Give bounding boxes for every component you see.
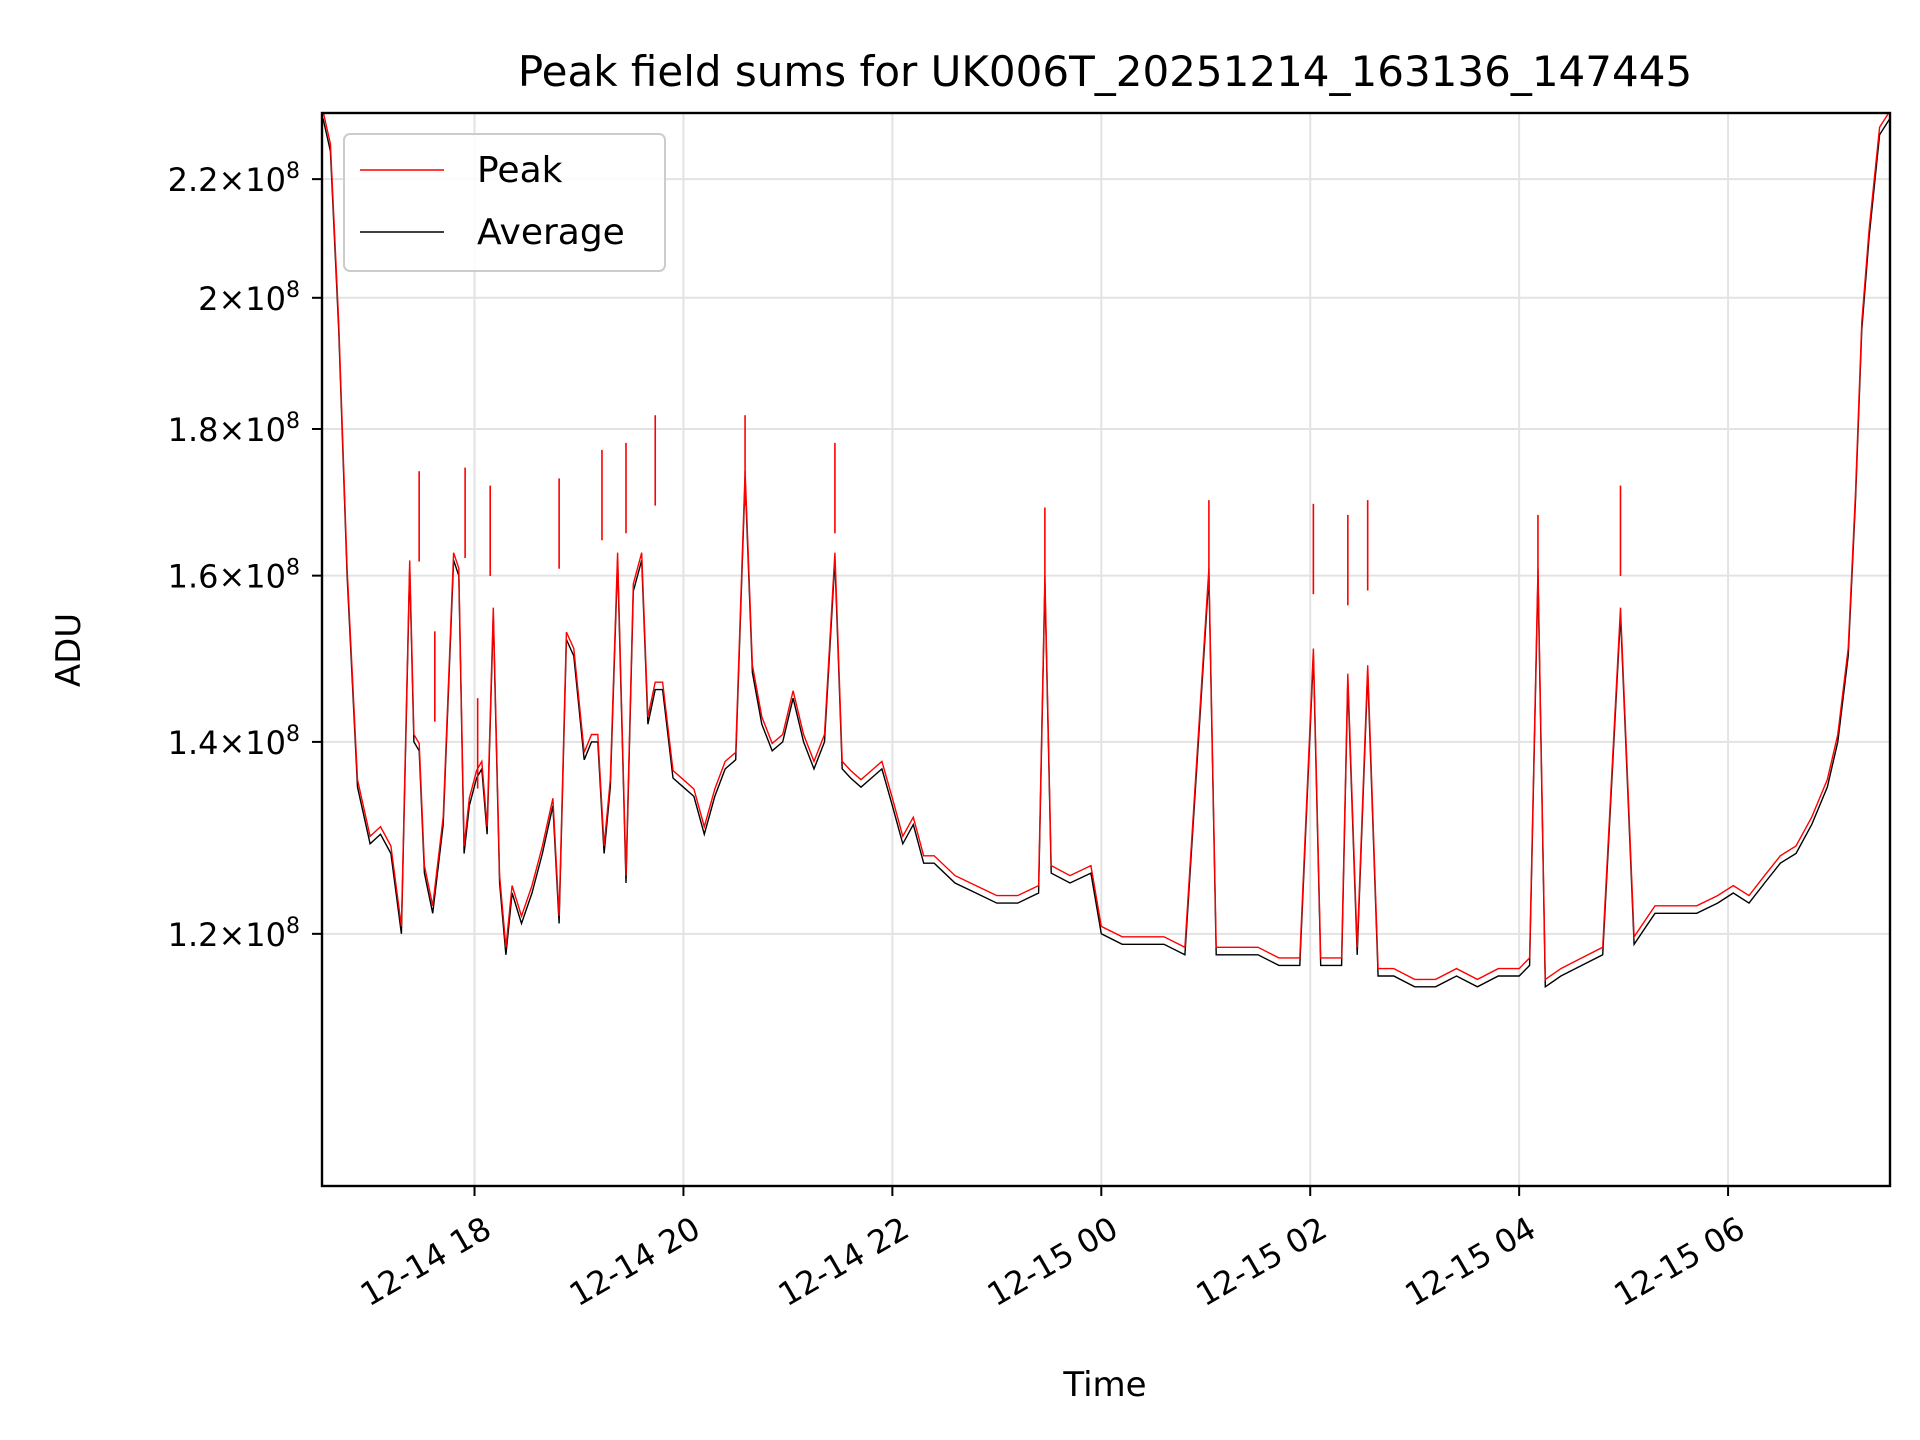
y-tick-mantissa: 2 — [198, 280, 218, 318]
y-tick-label: 1.6×108 — [168, 556, 300, 596]
peak-line — [322, 113, 1890, 981]
y-tick-exponent: 8 — [286, 278, 300, 303]
chart-title: Peak field sums for UK006T_20251214_1631… — [518, 47, 1692, 96]
y-tick-mantissa: 2.2 — [168, 161, 219, 199]
y-axis-label: ADU — [49, 613, 89, 687]
legend-peak-label: Peak — [477, 150, 563, 191]
plot-frame — [320, 111, 1892, 1188]
y-tick-exponent: 8 — [286, 159, 300, 184]
y-tick-mantissa: 1.8 — [168, 411, 219, 449]
y-tick-label: 1.2×108 — [168, 914, 300, 954]
y-tick-label: 2.2×108 — [168, 159, 300, 199]
y-tick-exponent: 8 — [286, 914, 300, 939]
y-tick-exponent: 8 — [286, 722, 300, 747]
y-axis-ticks: 1.2×108 1.4×108 1.6×108 1.8×108 2×108 2.2×108 — [168, 159, 322, 954]
y-tick-exponent: 8 — [286, 409, 300, 434]
plot-area — [322, 113, 1890, 1186]
legend-average-label: Average — [477, 212, 625, 253]
y-tick-label: 2×108 — [198, 278, 300, 318]
x-axis-label: Time — [1062, 1365, 1146, 1405]
y-tick-exponent: 8 — [286, 556, 300, 581]
y-tick-label: 1.8×108 — [168, 409, 300, 449]
peak-series — [322, 113, 1890, 981]
y-tick-mantissa: 1.6 — [168, 558, 219, 596]
y-tick-mantissa: 1.2 — [168, 916, 219, 954]
legend-box — [343, 133, 666, 272]
y-tick-mantissa: 1.4 — [168, 724, 219, 762]
y-tick-label: 1.4×108 — [168, 722, 300, 762]
legend: Peak Average — [343, 133, 666, 272]
